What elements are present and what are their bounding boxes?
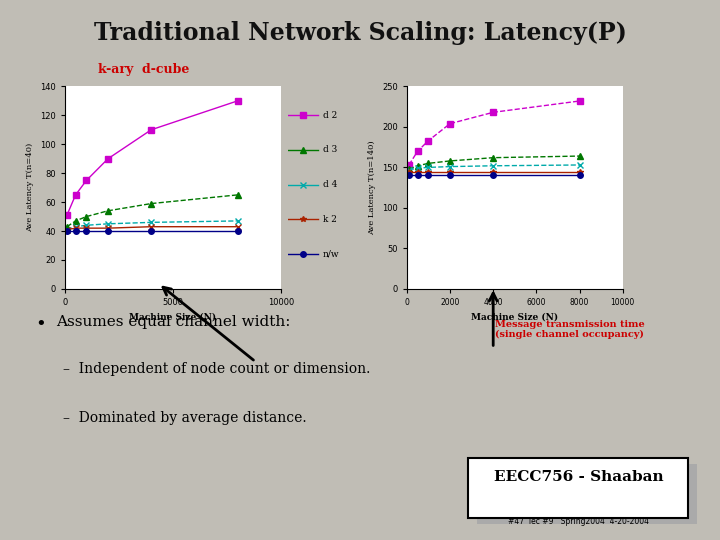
Y-axis label: Ave Latency T(n=40): Ave Latency T(n=40) bbox=[27, 143, 35, 232]
Text: #47  lec #9   Spring2004  4-20-2004: #47 lec #9 Spring2004 4-20-2004 bbox=[508, 517, 649, 526]
Text: d 4: d 4 bbox=[323, 180, 337, 189]
Text: k-ary  d-cube: k-ary d-cube bbox=[98, 63, 189, 76]
Text: –  Independent of node count or dimension.: – Independent of node count or dimension… bbox=[63, 362, 371, 376]
Text: Traditional Network Scaling: Latency(P): Traditional Network Scaling: Latency(P) bbox=[94, 21, 626, 45]
X-axis label: Machine Size (N): Machine Size (N) bbox=[129, 313, 217, 321]
FancyBboxPatch shape bbox=[477, 464, 698, 524]
Text: d 2: d 2 bbox=[323, 111, 337, 119]
Text: k 2: k 2 bbox=[323, 215, 337, 224]
X-axis label: Machine Size (N): Machine Size (N) bbox=[471, 313, 559, 321]
Text: –  Dominated by average distance.: – Dominated by average distance. bbox=[63, 411, 307, 426]
Text: n/w: n/w bbox=[323, 249, 339, 259]
Text: Message transmission time
(single channel occupancy): Message transmission time (single channe… bbox=[495, 320, 644, 339]
Text: d 3: d 3 bbox=[323, 145, 337, 154]
Text: EECC756 - Shaaban: EECC756 - Shaaban bbox=[494, 470, 663, 484]
Y-axis label: Ave Latency T(n=140): Ave Latency T(n=140) bbox=[369, 140, 377, 235]
FancyBboxPatch shape bbox=[468, 457, 688, 518]
Text: Assumes equal channel width:: Assumes equal channel width: bbox=[56, 314, 291, 328]
Text: •: • bbox=[35, 314, 46, 333]
